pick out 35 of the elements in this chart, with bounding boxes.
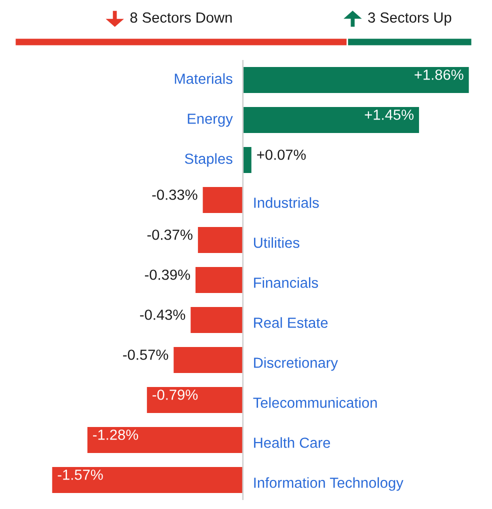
bar [87, 427, 243, 453]
bar [174, 347, 243, 373]
y-tick-label: Discretionary [254, 357, 338, 371]
data-label: +1.86% [414, 70, 464, 80]
data-label: -0.37% [147, 230, 192, 240]
y-tick-label: Materials [174, 73, 232, 84]
data-label: -0.57% [123, 350, 168, 360]
bar [242, 107, 420, 133]
y-tick-label: Information Technology [254, 477, 404, 491]
bar [146, 387, 243, 413]
y-tick-label: Utilities [254, 237, 300, 248]
bar [202, 187, 243, 213]
y-tick-label: Telecommunication [253, 397, 377, 408]
y-tick-label: Staples [184, 153, 232, 167]
data-label: -0.43% [140, 310, 186, 320]
data-label: +0.07% [257, 150, 306, 160]
y-tick-label: Financials [254, 277, 318, 288]
data-label: -0.39% [144, 270, 190, 280]
bar [198, 227, 243, 253]
bar [242, 67, 469, 93]
y-tick-label: Industrials [254, 197, 319, 208]
bar [242, 147, 252, 173]
data-label: -0.79% [152, 390, 198, 400]
y-tick-label: Health Care [254, 437, 330, 448]
data-label: -1.28% [93, 430, 138, 440]
y-tick-label: Energy [188, 114, 233, 127]
bar [196, 267, 243, 293]
bar [190, 307, 243, 333]
data-label: +1.45% [364, 110, 414, 120]
data-label: 8 Sectors Down [130, 12, 232, 23]
y-tick-label: Real Estate [254, 317, 328, 328]
data-label: -1.57% [58, 470, 103, 480]
data-label: 3 Sectors Up [368, 12, 452, 26]
bar [52, 467, 243, 493]
data-label: -0.33% [152, 190, 198, 200]
